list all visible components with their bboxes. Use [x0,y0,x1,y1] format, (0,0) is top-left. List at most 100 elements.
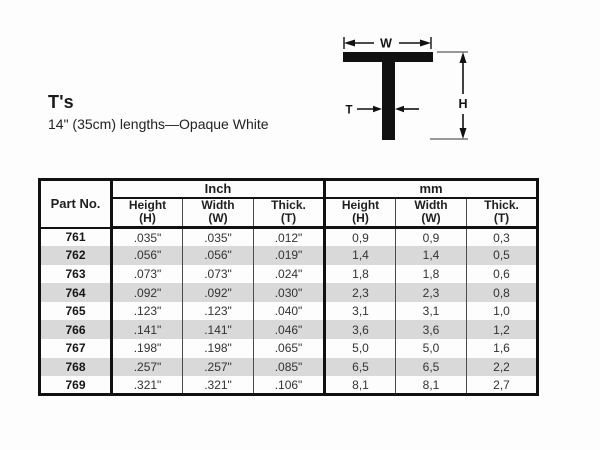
mm-thick-cell: 0,5 [466,246,538,265]
mm-height-cell: 8,1 [323,376,396,395]
w-arrow-left-icon [344,39,355,47]
col-header-mm-width: Width (W) [395,197,467,229]
mm-thick-cell: 1,6 [466,339,538,358]
table-row: 769 .321" .321" .106" 8,1 8,1 2,7 [40,376,538,395]
mm-thick-cell: 2,2 [466,357,538,377]
inch-height-cell: .073" [110,264,183,284]
mm-thick-cell: 1,2 [466,320,538,340]
t-arrow-left-icon [395,105,404,113]
t-stem-shape [382,61,395,140]
spec-table-header: Part No. Inch mm Height (H) Width (W) Th… [39,179,538,229]
part-no-cell: 768 [65,359,86,374]
part-no-cell: 761 [65,230,86,245]
table-row: 765 .123" .123" .040" 3,1 3,1 1,0 [40,301,538,321]
inch-width-cell: .056" [182,246,254,265]
mm-width-cell: 0,9 [395,227,467,247]
mm-width-cell: 5,0 [395,339,467,358]
inch-height-cell: .198" [110,339,183,358]
w-dim-label: W [380,37,392,51]
inch-width-cell: .092" [182,283,254,302]
group-header-inch: Inch [109,179,325,199]
part-no-cell: 769 [65,377,86,392]
mm-thick-cell: 0,8 [466,283,538,302]
table-row: 763 .073" .073" .024" 1,8 1,8 0,6 [40,264,538,284]
inch-height-cell: .056" [110,246,183,265]
mm-height-cell: 0,9 [323,227,396,247]
mm-width-cell: 2,3 [395,283,467,302]
table-row: 768 .257" .257" .085" 6,5 6,5 2,2 [39,357,538,377]
mm-thick-cell: 0,3 [466,227,538,247]
table-row: 761 .035" .035" .012" 0,9 0,9 0,3 [40,227,538,247]
t-profile-drawing-icon: W H T [343,37,468,140]
page-title: T's [48,92,74,112]
mm-height-cell: 5,0 [323,339,396,358]
inch-thick-cell: .065" [252,339,325,358]
inch-height-cell: .141" [110,320,183,340]
part-no-cell: 765 [65,304,86,319]
h-arrow-down-icon [459,128,467,139]
mm-height-cell: 3,1 [323,301,396,321]
inch-width-cell: .073" [182,264,254,284]
mm-height-cell: 2,3 [323,283,396,302]
col-header-mm-height: Height (H) [323,197,396,229]
col-header-mm-thick: Thick. (T) [466,197,538,229]
inch-width-cell: .035" [182,227,254,247]
t-flange-shape [343,52,433,62]
mm-width-cell: 1,4 [395,246,467,265]
spec-table-body: 761 .035" .035" .012" 0,9 0,9 0,3 762 .0… [39,227,538,395]
w-arrow-right-icon [420,39,431,47]
col-header-inch-thick: Thick. (T) [252,197,325,229]
mm-width-cell: 3,1 [395,301,467,321]
title-block: T's 14" (35cm) lengths—Opaque White [48,92,269,132]
inch-height-cell: .092" [110,283,183,302]
mm-height-cell: 1,8 [323,264,396,284]
t-profile-diagram: W H T [330,28,480,150]
t-dim-label: T [345,105,352,117]
h-dim-label: H [458,97,467,111]
part-no-cell: 762 [65,248,86,263]
inch-width-cell: .141" [182,320,254,340]
inch-height-cell: .257" [110,357,183,377]
mm-height-cell: 1,4 [323,246,396,265]
inch-width-cell: .257" [182,357,254,377]
part-no-cell: 767 [65,341,86,356]
col-header-inch-height: Height (H) [110,197,183,229]
mm-thick-cell: 2,7 [466,376,538,395]
inch-thick-cell: .019" [252,246,325,265]
inch-thick-cell: .040" [252,301,325,321]
h-arrow-up-icon [459,52,467,63]
inch-width-cell: .123" [182,301,254,321]
part-no-cell: 764 [65,285,86,300]
table-row: 764 .092" .092" .030" 2,3 2,3 0,8 [39,283,538,302]
table-row: 766 .141" .141" .046" 3,6 3,6 1,2 [39,320,538,340]
part-no-cell: 763 [65,266,86,281]
inch-height-cell: .123" [110,301,183,321]
col-header-part-no: Part No. [39,179,112,229]
inch-thick-cell: .085" [252,357,325,377]
table-row: 767 .198" .198" .065" 5,0 5,0 1,6 [40,339,538,358]
mm-width-cell: 3,6 [395,320,467,340]
mm-thick-cell: 1,0 [466,301,538,321]
inch-thick-cell: .046" [252,320,325,340]
inch-thick-cell: .024" [252,264,325,284]
group-header-mm: mm [323,179,538,199]
table-row: 762 .056" .056" .019" 1,4 1,4 0,5 [39,246,538,265]
page-subtitle: 14" (35cm) lengths—Opaque White [48,116,269,132]
inch-thick-cell: .030" [252,283,325,302]
mm-width-cell: 8,1 [395,376,467,395]
inch-width-cell: .198" [182,339,254,358]
mm-height-cell: 6,5 [323,357,396,377]
mm-height-cell: 3,6 [323,320,396,340]
part-no-cell: 766 [65,322,86,337]
mm-width-cell: 1,8 [395,264,467,284]
t-arrow-right-icon [373,105,382,113]
inch-thick-cell: .012" [252,227,325,247]
inch-height-cell: .035" [110,227,183,247]
inch-thick-cell: .106" [252,376,325,395]
spec-table: Part No. Inch mm Height (H) Width (W) Th… [38,178,540,397]
inch-height-cell: .321" [110,376,183,395]
mm-thick-cell: 0,6 [466,264,538,284]
inch-width-cell: .321" [182,376,254,395]
col-header-inch-width: Width (W) [182,197,254,229]
